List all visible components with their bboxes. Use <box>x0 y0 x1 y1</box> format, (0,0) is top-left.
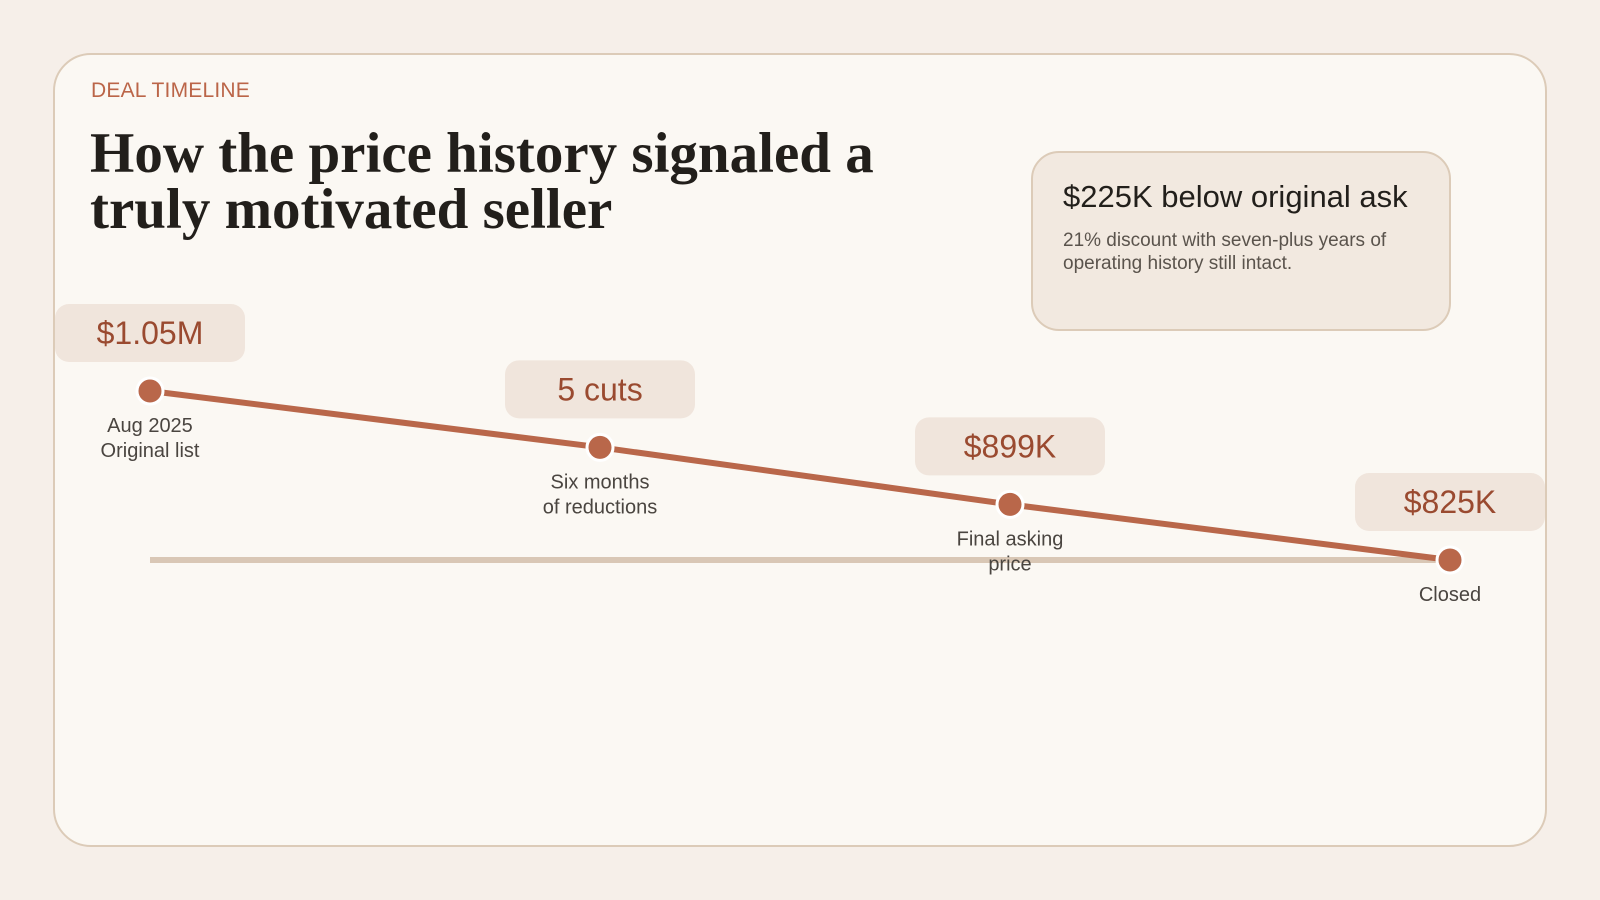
timeline-point <box>135 376 165 406</box>
price-line-segment <box>1009 501 1451 563</box>
price-line-segment <box>149 388 601 451</box>
point-label: Aug 2025 <box>107 415 193 437</box>
point-label: of reductions <box>543 496 658 518</box>
timeline-point <box>585 432 615 462</box>
point-label: Final asking <box>957 528 1064 550</box>
callout-subtitle: 21% discount with seven-plus years of op… <box>1063 230 1387 274</box>
timeline-point <box>995 489 1025 519</box>
summary-callout: $225K below original ask 21% discount wi… <box>1031 151 1451 331</box>
point-label: price <box>988 553 1031 575</box>
value-pill <box>55 304 245 362</box>
value-pill <box>505 360 695 419</box>
point-label: Closed <box>1419 584 1481 606</box>
value-tag: $825K <box>1404 484 1497 520</box>
value-tag: $899K <box>964 428 1057 464</box>
point-label: Original list <box>101 440 200 462</box>
timeline-point <box>1435 545 1465 575</box>
point-label: Six months <box>551 471 650 493</box>
eyebrow-label: DEAL TIMELINE <box>91 79 250 102</box>
value-tag: 5 cuts <box>557 371 642 407</box>
page-title: How the price history signaled a truly m… <box>90 122 874 241</box>
value-pill <box>915 417 1105 476</box>
value-tag: $1.05M <box>97 315 204 351</box>
price-line-segment <box>599 444 1011 508</box>
callout-title: $225K below original ask <box>1063 179 1408 214</box>
value-pill <box>1355 473 1545 531</box>
